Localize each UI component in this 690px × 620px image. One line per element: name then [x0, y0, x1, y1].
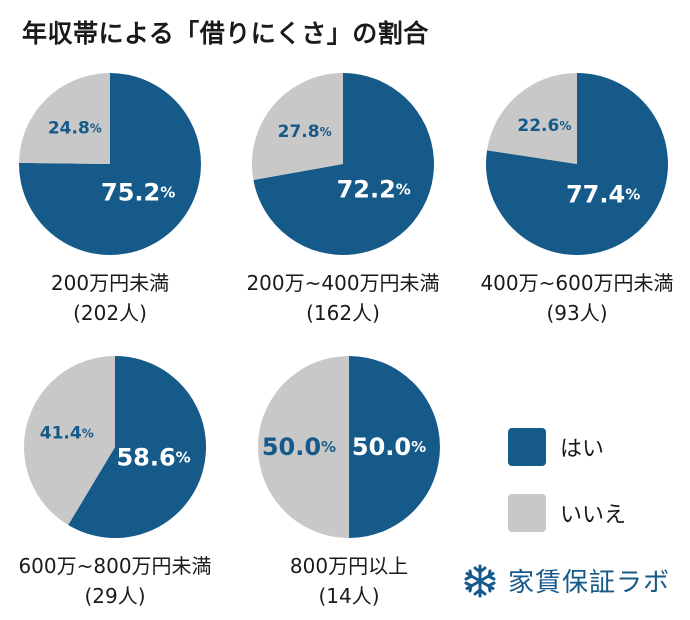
- pie-count-label: (162人): [306, 301, 380, 325]
- pie-value-label-no: 41.4%: [40, 424, 94, 444]
- value-number: 75.2: [101, 178, 160, 206]
- value-number: 77.4: [566, 180, 625, 208]
- pie-block-3: 77.4% 22.6% 400万~600万円未満 (93人): [462, 72, 690, 328]
- pie-block-5: 50.0% 50.0% 800万円以上 (14人): [234, 355, 464, 611]
- value-number: 22.6: [517, 116, 559, 136]
- value-unit: %: [559, 119, 571, 133]
- brand-name: 家賃保証ラボ: [508, 568, 671, 598]
- value-unit: %: [82, 427, 94, 441]
- pie-category-label: 400万~600万円未満: [480, 271, 674, 295]
- value-unit: %: [90, 121, 102, 135]
- value-number: 27.8: [278, 122, 320, 142]
- chart-legend: はい いいえ: [508, 428, 626, 560]
- value-unit: %: [176, 449, 191, 467]
- value-unit: %: [321, 438, 336, 456]
- pie-slice-yes: [485, 73, 668, 256]
- pie-value-label-yes: 72.2%: [337, 176, 411, 204]
- pie-slice-yes: [349, 356, 440, 538]
- pie-chart-5: 50.0% 50.0%: [258, 356, 440, 538]
- legend-item-no: いいえ: [508, 494, 626, 532]
- pie-slice-no: [19, 73, 110, 164]
- value-number: 24.8: [48, 118, 90, 138]
- value-number: 72.2: [337, 176, 396, 204]
- value-unit: %: [396, 181, 411, 199]
- brand-logo: 家賃保証ラボ: [462, 562, 670, 599]
- pie-chart-1: 75.2% 24.8%: [19, 73, 202, 255]
- pie-category-label: 600万~800万円未満: [18, 554, 212, 578]
- snowflake-logo-icon: [464, 564, 496, 597]
- pie-value-label-yes: 58.6%: [116, 444, 190, 472]
- value-number: 50.0: [352, 433, 411, 461]
- pie-chart-2: 72.2% 27.8%: [251, 73, 434, 256]
- pie-value-label-no: 22.6%: [517, 116, 571, 136]
- legend-swatch-yes: [508, 428, 546, 466]
- pie-value-label-no: 50.0%: [262, 433, 336, 461]
- pie-block-4: 58.6% 41.4% 600万~800万円未満 (29人): [0, 355, 230, 611]
- pie-chart-3: 77.4% 22.6%: [485, 73, 668, 256]
- pie-count-label: (14人): [318, 584, 380, 608]
- pie-count-label: (93人): [546, 301, 608, 325]
- pie-slice-no: [24, 356, 116, 526]
- value-number: 50.0: [262, 433, 321, 461]
- pie-block-1: 75.2% 24.8% 200万円未満 (202人): [0, 72, 225, 328]
- pie-slice-no: [258, 356, 349, 538]
- chart-title: 年収帯による「借りにくさ」の割合: [22, 19, 429, 48]
- value-number: 41.4: [40, 424, 82, 444]
- pie-count-label: (202人): [73, 301, 147, 325]
- pie-block-2: 72.2% 27.8% 200万~400万円未満 (162人): [228, 72, 458, 328]
- pie-category-label: 200万~400万円未満: [246, 271, 440, 295]
- pie-slice-yes: [253, 73, 434, 256]
- value-unit: %: [160, 183, 175, 201]
- value-number: 58.6: [116, 444, 175, 472]
- pie-value-label-no: 24.8%: [48, 118, 102, 138]
- pie-category-label: 800万円以上: [289, 554, 409, 578]
- legend-swatch-no: [508, 494, 546, 532]
- legend-item-yes: はい: [508, 428, 626, 466]
- value-unit: %: [625, 185, 640, 203]
- legend-label-no: いいえ: [560, 503, 627, 528]
- pie-slice-yes: [68, 356, 207, 538]
- value-unit: %: [320, 125, 332, 139]
- pie-value-label-yes: 50.0%: [352, 433, 426, 461]
- pie-slice-yes: [19, 73, 202, 255]
- pie-value-label-yes: 77.4%: [566, 180, 640, 208]
- pie-value-label-no: 27.8%: [278, 122, 332, 142]
- pie-slice-no: [251, 73, 343, 180]
- legend-label-yes: はい: [560, 437, 605, 462]
- pie-slice-no: [487, 73, 577, 164]
- pie-chart-4: 58.6% 41.4%: [24, 356, 207, 538]
- pie-category-label: 200万円未満: [50, 271, 170, 295]
- value-unit: %: [411, 438, 426, 456]
- pie-value-label-yes: 75.2%: [101, 178, 175, 206]
- pie-count-label: (29人): [84, 584, 146, 608]
